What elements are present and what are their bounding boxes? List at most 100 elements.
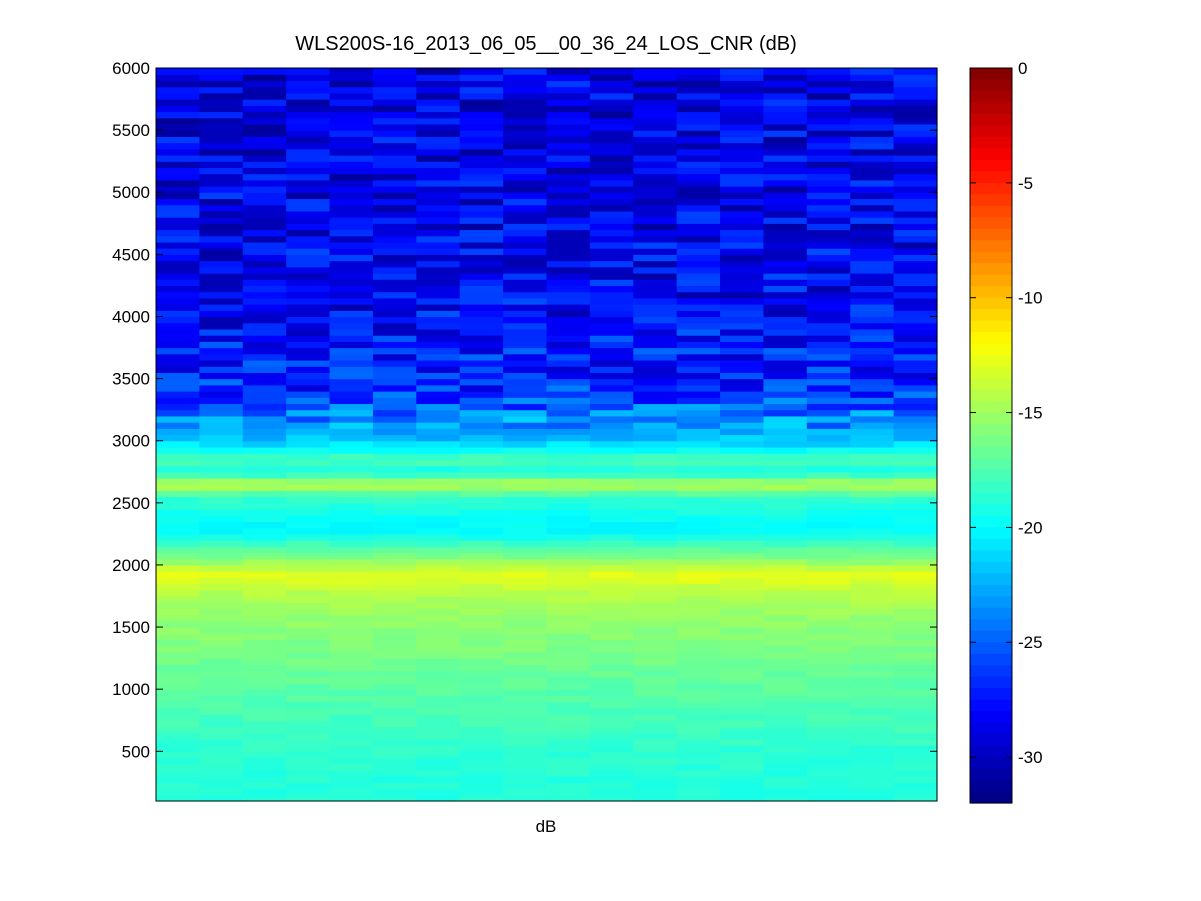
- heatmap-cell: [546, 490, 591, 498]
- heatmap-cell: [329, 304, 374, 311]
- heatmap-cell: [806, 74, 851, 82]
- heatmap-cell: [156, 602, 200, 610]
- heatmap-cell: [763, 68, 808, 75]
- heatmap-cell: [633, 117, 678, 125]
- heatmap-cell: [676, 304, 721, 311]
- heatmap-cell: [676, 204, 721, 212]
- heatmap-cell: [806, 484, 851, 491]
- heatmap-cell: [503, 769, 548, 777]
- heatmap-cell: [893, 720, 938, 728]
- heatmap-cell: [633, 186, 678, 193]
- heatmap-cell: [286, 515, 331, 523]
- heatmap-cell: [286, 521, 331, 529]
- heatmap-cell: [416, 198, 461, 206]
- heatmap-cell: [850, 347, 895, 355]
- heatmap-cell: [286, 664, 331, 672]
- colorbar-segment: [970, 619, 1012, 632]
- heatmap-cell: [763, 757, 808, 765]
- heatmap-cell: [372, 148, 417, 156]
- heatmap-cell: [242, 589, 287, 597]
- heatmap-cell: [416, 645, 461, 653]
- heatmap-cell: [589, 80, 634, 88]
- heatmap-cell: [286, 372, 331, 380]
- heatmap-cell: [242, 241, 287, 249]
- heatmap-cell: [372, 596, 417, 603]
- heatmap-cell: [286, 422, 331, 429]
- heatmap-cell: [156, 639, 200, 647]
- heatmap-cell: [199, 415, 244, 423]
- heatmap-cell: [589, 732, 634, 740]
- heatmap-cell: [589, 291, 634, 299]
- heatmap-cell: [720, 378, 765, 386]
- heatmap-cell: [633, 384, 678, 392]
- heatmap-cell: [893, 304, 938, 311]
- heatmap-cell: [893, 335, 938, 342]
- heatmap-cell: [459, 235, 504, 243]
- heatmap-cell: [416, 446, 461, 454]
- heatmap-cell: [199, 80, 244, 88]
- heatmap-cell: [806, 235, 851, 243]
- heatmap-cell: [850, 173, 895, 181]
- heatmap-cell: [806, 682, 851, 690]
- heatmap-cell: [763, 105, 808, 113]
- heatmap-cell: [156, 664, 200, 672]
- heatmap-cell: [589, 540, 634, 547]
- heatmap-cell: [242, 204, 287, 212]
- heatmap-cell: [806, 471, 851, 479]
- heatmap-cell: [589, 639, 634, 647]
- heatmap-cell: [806, 664, 851, 672]
- heatmap-cell: [806, 372, 851, 380]
- heatmap-cell: [633, 496, 678, 504]
- heatmap-cell: [893, 509, 938, 516]
- heatmap-cell: [676, 210, 721, 218]
- heatmap-cell: [199, 291, 244, 299]
- heatmap-cell: [589, 602, 634, 610]
- heatmap-cell: [156, 689, 200, 696]
- heatmap-cell: [329, 645, 374, 653]
- heatmap-cell: [720, 359, 765, 367]
- heatmap-cell: [156, 577, 200, 585]
- heatmap-cell: [156, 130, 200, 137]
- heatmap-cell: [242, 558, 287, 566]
- heatmap-cell: [286, 378, 331, 386]
- heatmap-cell: [372, 123, 417, 131]
- heatmap-cell: [372, 105, 417, 113]
- heatmap-cell: [199, 322, 244, 330]
- heatmap-cell: [459, 105, 504, 113]
- heatmap-cell: [676, 552, 721, 560]
- heatmap-cell: [633, 477, 678, 485]
- heatmap-cell: [416, 794, 461, 802]
- colorbar-segment: [970, 79, 1012, 92]
- heatmap-cell: [676, 639, 721, 647]
- heatmap-cell: [242, 670, 287, 678]
- heatmap-cell: [459, 316, 504, 324]
- heatmap-cell: [286, 192, 331, 200]
- heatmap-cell: [329, 689, 374, 696]
- heatmap-cell: [589, 297, 634, 305]
- heatmap-cell: [763, 161, 808, 168]
- heatmap-cell: [850, 415, 895, 423]
- heatmap-cell: [199, 608, 244, 616]
- heatmap-cell: [459, 248, 504, 255]
- heatmap-cell: [329, 130, 374, 137]
- heatmap-cell: [416, 701, 461, 709]
- heatmap-cell: [286, 279, 331, 287]
- heatmap-cell: [503, 304, 548, 311]
- heatmap-cell: [416, 291, 461, 299]
- heatmap-cell: [156, 527, 200, 535]
- heatmap-cell: [763, 614, 808, 622]
- heatmap-cell: [286, 453, 331, 460]
- heatmap-cell: [763, 602, 808, 610]
- heatmap-cell: [763, 148, 808, 156]
- heatmap-cell: [763, 732, 808, 740]
- heatmap-cell: [893, 322, 938, 330]
- colorbar-segment: [970, 527, 1012, 540]
- heatmap-cell: [806, 142, 851, 150]
- heatmap-cell: [589, 241, 634, 249]
- heatmap-cell: [329, 347, 374, 355]
- heatmap-cell: [806, 428, 851, 436]
- heatmap-cell: [806, 707, 851, 715]
- heatmap-cell: [893, 291, 938, 299]
- heatmap-cell: [459, 633, 504, 641]
- heatmap-cell: [720, 272, 765, 280]
